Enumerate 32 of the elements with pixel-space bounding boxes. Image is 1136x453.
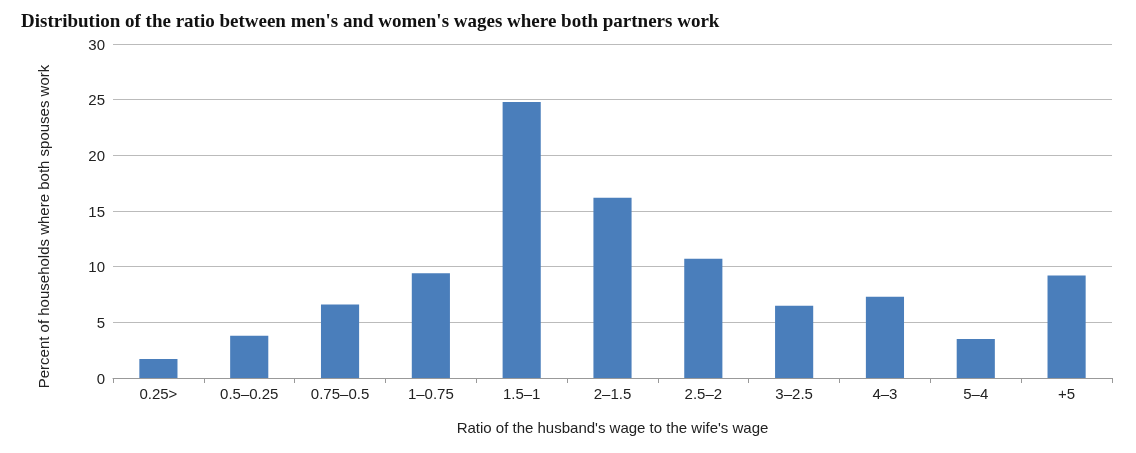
x-tick-label: 0.25> <box>139 385 178 402</box>
bar <box>865 296 905 378</box>
y-tick-label: 20 <box>88 146 105 164</box>
y-tick-label: 5 <box>96 313 105 331</box>
x-tick-label: 3–2.5 <box>775 385 813 402</box>
x-tick-label: 2–1.5 <box>593 385 632 402</box>
bar <box>411 273 450 378</box>
x-tick-label: +5 <box>1058 385 1076 402</box>
x-tick-label: 0.5–0.25 <box>220 385 279 402</box>
x-tick-label: 2.5–2 <box>684 385 723 402</box>
bar <box>956 339 995 378</box>
bar <box>775 305 814 378</box>
bar <box>502 101 541 378</box>
y-tick-label: 25 <box>88 91 105 109</box>
bar <box>230 335 269 378</box>
y-axis-title: Percent of households where both spouses work <box>35 64 52 389</box>
x-tick-label: 1–0.75 <box>407 385 454 402</box>
bar <box>593 197 632 378</box>
bar <box>320 304 360 378</box>
x-axis-title: Ratio of the husband's wage to the wife's wage <box>456 419 769 436</box>
x-tick-label: 1.5–1 <box>502 385 541 402</box>
y-tick-label: 0 <box>96 369 105 387</box>
bar <box>139 359 178 378</box>
chart-title: Distribution of the ratio between men's and women's wages where both partners work <box>21 10 720 31</box>
y-tick-label: 30 <box>88 35 105 53</box>
y-tick-label: 10 <box>88 258 105 276</box>
y-tick-label: 15 <box>88 202 105 220</box>
x-tick-label: 4–3 <box>872 385 898 402</box>
bar <box>684 258 723 378</box>
x-tick-label: 0.75–0.5 <box>310 385 370 402</box>
bar <box>1047 275 1086 378</box>
x-tick-label: 5–4 <box>963 385 989 402</box>
